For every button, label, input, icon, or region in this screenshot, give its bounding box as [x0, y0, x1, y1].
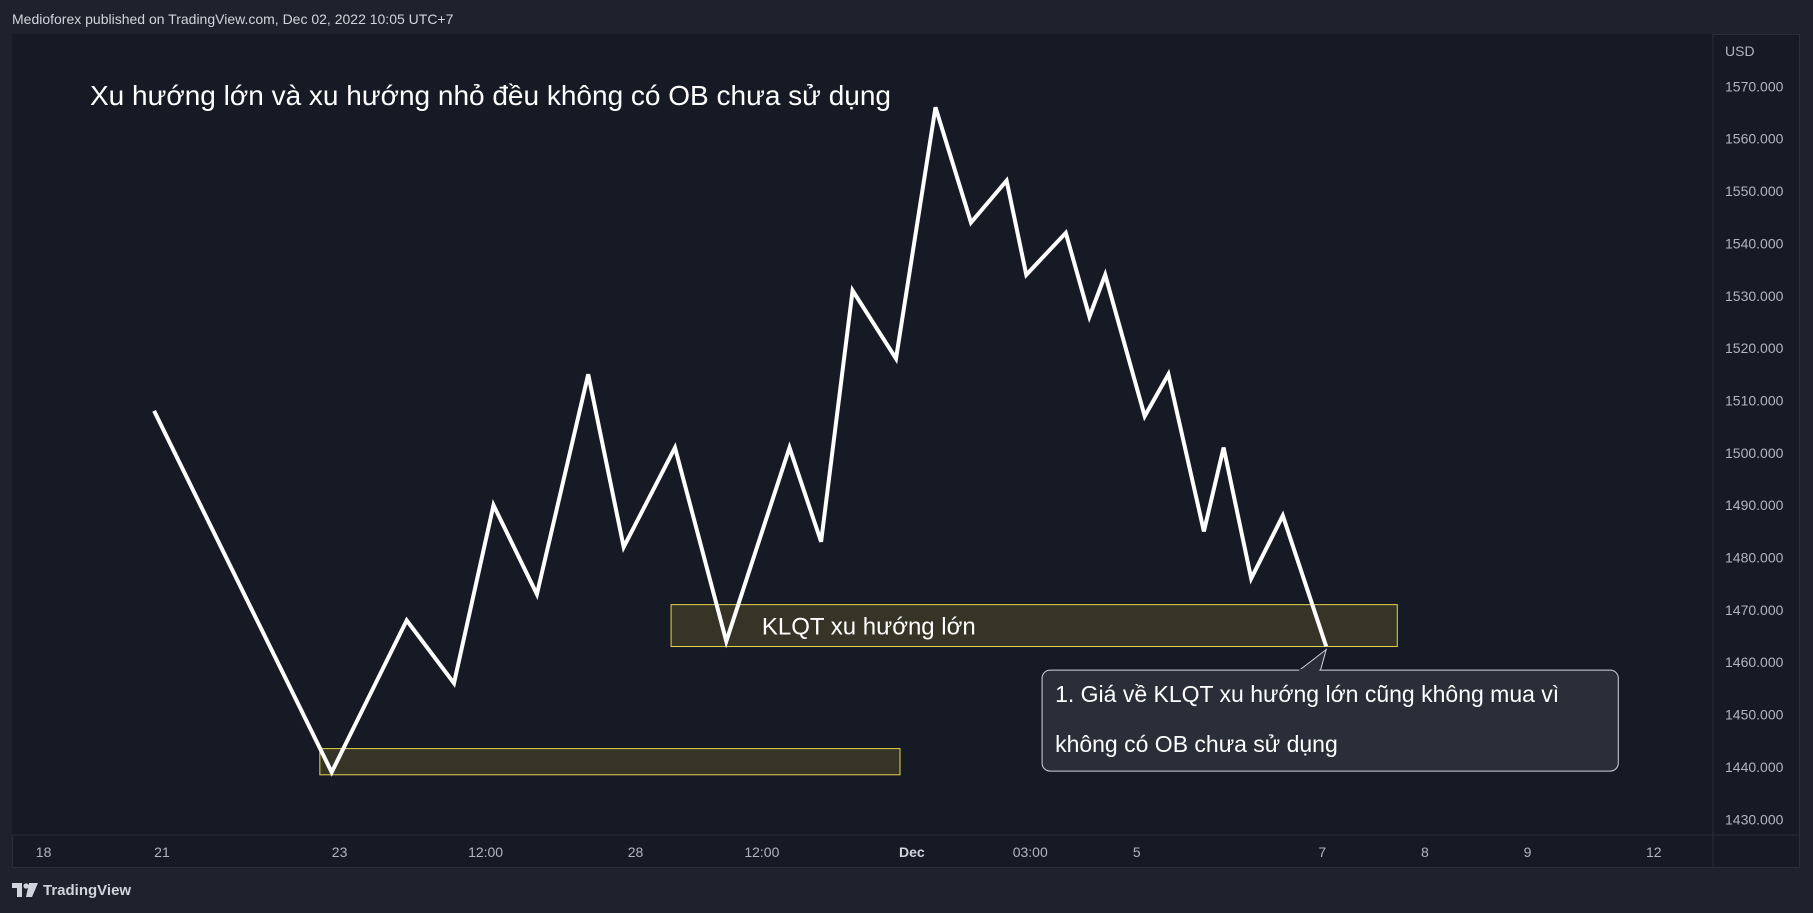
- callout-layer: 1. Giá về KLQT xu hướng lớn cũng không m…: [1041, 648, 1619, 772]
- price-tick-label: 1490.000: [1725, 497, 1784, 513]
- series-layer: KLQT xu hướng lớn: [152, 106, 1329, 777]
- time-tick-label: 18: [36, 844, 52, 860]
- price-tick-label: 1520.000: [1725, 340, 1784, 356]
- time-tick-label: 8: [1421, 844, 1429, 860]
- price-tick-label: 1460.000: [1725, 654, 1784, 670]
- time-tick-label: 12:00: [468, 844, 503, 860]
- time-tick-label: 9: [1524, 844, 1532, 860]
- time-tick-label: 23: [332, 844, 348, 860]
- price-tick-label: 1450.000: [1725, 707, 1784, 723]
- zone-minor[interactable]: [319, 748, 901, 776]
- price-tick-label: 1480.000: [1725, 550, 1784, 566]
- tradingview-logo-text: TradingView: [43, 881, 132, 899]
- price-axis[interactable]: 1430.000 1440.000 1450.000 1460.000 1470.000…: [1725, 78, 1784, 827]
- price-tick-label: 1500.000: [1725, 445, 1784, 461]
- footer: [0, 868, 1813, 913]
- price-tick-label: 1550.000: [1725, 183, 1784, 199]
- tradingview-logo[interactable]: TradingView: [12, 880, 131, 900]
- callout-box[interactable]: [1041, 669, 1619, 772]
- price-tick-label: 1440.000: [1725, 759, 1784, 775]
- time-tick-label: 21: [154, 844, 170, 860]
- price-tick-label: 1540.000: [1725, 235, 1784, 251]
- price-tick-label: 1530.000: [1725, 288, 1784, 304]
- time-tick-label: 12: [1646, 844, 1662, 860]
- price-tick-label: 1430.000: [1725, 811, 1784, 827]
- price-tick-label: 1570.000: [1725, 78, 1784, 94]
- time-axis[interactable]: 18 21 23 12:00 28 12:00 Dec 03:00 5 7 8 9 12: [36, 844, 1662, 860]
- publish-info: Medioforex published on TradingView.com,…: [12, 11, 454, 27]
- publish-header: Medioforex published on TradingView.com,…: [0, 0, 1813, 34]
- time-tick-label: 03:00: [1013, 844, 1048, 860]
- chart-title: Xu hướng lớn và xu hướng nhỏ đều không c…: [90, 80, 891, 111]
- zone-major-label: KLQT xu hướng lớn: [762, 614, 976, 641]
- price-tick-label: 1510.000: [1725, 392, 1784, 408]
- callout-text-line: không có OB chưa sử dụng: [1055, 731, 1338, 757]
- price-tick-label: 1560.000: [1725, 131, 1784, 147]
- time-tick-label: Dec: [899, 844, 925, 860]
- price-line[interactable]: [152, 106, 1329, 777]
- tradingview-logo-icon: [12, 883, 38, 897]
- callout-text-line: 1. Giá về KLQT xu hướng lớn cũng không m…: [1055, 681, 1559, 707]
- price-tick-label: 1470.000: [1725, 602, 1784, 618]
- time-tick-label: 28: [628, 844, 644, 860]
- time-tick-label: 12:00: [744, 844, 779, 860]
- callout-pointer-join: [1299, 669, 1320, 673]
- zone-layer: [319, 604, 1398, 776]
- zone-major[interactable]: [670, 604, 1398, 648]
- currency-label: USD: [1725, 43, 1755, 59]
- time-tick-label: 5: [1133, 844, 1141, 860]
- callout-pointer: [1297, 648, 1328, 672]
- time-tick-label: 7: [1318, 844, 1326, 860]
